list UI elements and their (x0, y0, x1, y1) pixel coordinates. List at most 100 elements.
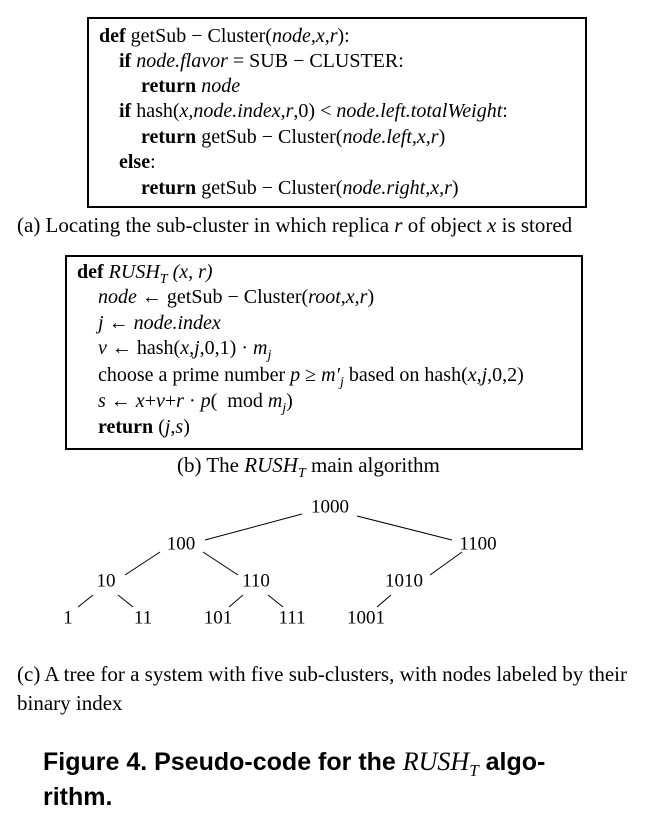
text-segment: j (282, 401, 287, 416)
text-segment: ( mod (210, 390, 268, 412)
code-line: else: (119, 150, 156, 174)
text-segment: ) (183, 416, 190, 438)
text-segment: node.left.totalWeight (336, 100, 503, 122)
code-box-b (65, 255, 583, 450)
code-line: s ← x+v+r · p( mod mj) (98, 389, 293, 416)
text-segment: T (297, 466, 306, 481)
tree-edge (202, 551, 239, 576)
text-segment: return (141, 177, 197, 199)
figure-caption: Figure 4. Pseudo-code for the RUSHT algo… (43, 745, 545, 814)
text-segment: def (99, 25, 126, 47)
text-segment: x,j (467, 364, 488, 386)
text-segment: else (119, 151, 151, 173)
text-segment: m′ (321, 364, 340, 386)
text-segment: ) (367, 286, 375, 308)
text-segment: ,0) < (293, 100, 337, 122)
text-segment: m (252, 337, 268, 359)
text-segment: r (394, 213, 403, 237)
caption-b: (b) The RUSHT main algorithm (177, 453, 440, 481)
tree-node: 100 (167, 533, 196, 554)
text-segment: r (176, 390, 184, 412)
text-segment: node (98, 286, 137, 308)
text-segment: def (77, 261, 104, 283)
text-segment: x (487, 213, 497, 237)
text-segment: j (339, 375, 344, 390)
code-line: return getSub − Cluster(node.left,x,r) (141, 125, 445, 149)
text-segment: of object (402, 213, 488, 237)
tree-edge (124, 551, 161, 576)
text-segment: ≥ (300, 364, 322, 386)
text-segment: hash( (131, 100, 180, 122)
caption-text: T (469, 761, 479, 780)
code-line: def RUSHT (x, r) (77, 260, 213, 287)
caption-text: Figure 4. Pseudo-code for the (43, 748, 403, 776)
text-segment: node,x,r (271, 25, 338, 47)
caption-text: rithm. (43, 783, 113, 811)
code-box-a (87, 17, 587, 208)
text-segment: based on hash( (343, 364, 468, 386)
code-line: if hash(x,node.index,r,0) < node.left.to… (119, 99, 508, 123)
text-segment: (x, r) (167, 261, 213, 283)
tree-edge (117, 594, 134, 608)
text-segment: if (119, 50, 132, 72)
text-segment: ): (337, 25, 350, 47)
text-segment: j,s (164, 416, 184, 438)
code-line: node ← getSub − Cluster(root,x,r) (98, 285, 374, 309)
text-segment: is stored (496, 213, 573, 237)
tree-node: 101 (204, 607, 233, 628)
text-segment: if (119, 100, 132, 122)
tree-node: 110 (242, 570, 270, 591)
text-segment: ← (105, 390, 136, 412)
caption-a: (a) Locating the sub-cluster in which re… (17, 213, 572, 238)
text-segment: return (98, 416, 154, 438)
tree-node: 1000 (311, 496, 349, 517)
tree-edge (356, 515, 453, 541)
text-segment: x,j (180, 337, 200, 359)
text-segment: ( (153, 416, 165, 438)
text-segment: node.right,x,r (342, 177, 452, 199)
text-segment: node.index (133, 312, 221, 334)
text-segment: main algorithm (305, 453, 440, 477)
tree-edge (204, 513, 303, 541)
text-segment: return (141, 126, 197, 148)
text-segment: return (141, 75, 197, 97)
text-segment: node.left,x,r (342, 126, 439, 148)
text-segment: = SUB − CLUSTER: (227, 50, 404, 72)
tree: 1000 100 1100 10 110 1010 1 11 101 111 1… (63, 496, 496, 628)
text-segment: + (164, 390, 177, 412)
code-line: return node (141, 74, 240, 98)
code-line: if node.flavor = SUB − CLUSTER: (119, 49, 404, 73)
text-segment: getSub − Cluster( (125, 25, 272, 47)
caption-text: algo- (478, 748, 546, 776)
code-line: j ← node.index (98, 311, 221, 335)
tree-edge (228, 594, 244, 608)
text-segment: s (98, 390, 106, 412)
text-segment: root,x,r (308, 286, 368, 308)
tree-edge (376, 594, 392, 608)
text-segment: v (98, 337, 107, 359)
text-segment: choose a prime number (98, 364, 291, 386)
code-line: return (j,s) (98, 415, 190, 439)
tree-node: 1001 (347, 607, 385, 628)
code-line: def getSub − Cluster(node,x,r): (99, 24, 350, 48)
tree-node: 111 (278, 607, 305, 628)
text-segment: j (98, 312, 104, 334)
text-segment: ) (451, 177, 459, 199)
text-segment: ← hash( (106, 337, 181, 359)
code-line: return getSub − Cluster(node.right,x,r) (141, 176, 459, 200)
text-segment: node (201, 75, 241, 97)
text-segment: T (159, 272, 168, 287)
text-segment: j (267, 348, 272, 363)
tree-edge (77, 594, 94, 608)
tree-node: 1 (63, 607, 73, 628)
code-line: choose a prime number p ≥ m′j based on h… (98, 363, 524, 390)
caption-text: RUSH (402, 747, 470, 776)
text-segment: x (135, 390, 145, 412)
text-segment: m (267, 390, 283, 412)
text-segment: ← (103, 312, 134, 334)
text-segment: p (200, 390, 211, 412)
text-segment: ,0,2) (487, 364, 524, 386)
tree-edge (429, 551, 463, 576)
text-segment: RUSH (244, 453, 298, 477)
